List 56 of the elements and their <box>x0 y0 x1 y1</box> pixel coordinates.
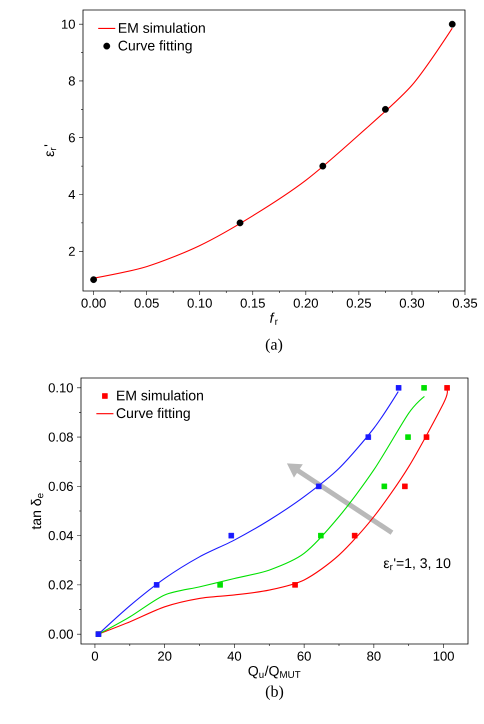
point <box>217 582 223 588</box>
y-tick-label: 2 <box>68 246 75 256</box>
x-tick-label: 0.00 <box>81 298 106 308</box>
y-axis-title: ε$_{r}$' <box>44 144 56 156</box>
legend-label: EM simulation <box>118 22 205 33</box>
point <box>365 434 372 440</box>
point <box>448 20 456 28</box>
x-tick-label: 0 <box>92 652 98 661</box>
text: (a) <box>266 338 282 354</box>
point <box>352 532 358 538</box>
legend-label: EM simulation <box>117 390 203 400</box>
point <box>396 385 402 391</box>
y-tick-label: 4 <box>68 190 76 199</box>
x-tick-label: 0.30 <box>400 298 424 308</box>
point <box>382 106 389 113</box>
point <box>292 582 298 588</box>
x-tick-label: 20 <box>158 652 172 661</box>
point <box>90 276 98 284</box>
x-tick-label: 0.05 <box>134 298 159 308</box>
point <box>319 162 326 170</box>
x-tick-label: 100 <box>434 652 454 661</box>
point <box>405 434 411 440</box>
legend-label: Curve fitting <box>116 408 190 421</box>
y-tick-label: 0.10 <box>48 383 73 392</box>
point <box>316 484 322 490</box>
y-tick-label: 10 <box>62 20 75 29</box>
y-tick-label: 0.08 <box>48 432 73 442</box>
annotation: ε$_{r}$'=1, 3, 10 <box>384 558 450 570</box>
point <box>154 582 160 588</box>
point <box>318 532 324 538</box>
y-tick-label: 0.06 <box>48 482 73 491</box>
y-tick-label: 8 <box>68 76 75 86</box>
x-tick-label: 60 <box>298 652 311 661</box>
y-tick-label: 6 <box>68 133 75 142</box>
x-tick-label: 0.10 <box>188 298 212 308</box>
point <box>444 385 450 391</box>
y-axis-title: tan δ$_{e}$ <box>30 493 44 530</box>
x-axis-title: f$_{r}$ <box>270 312 278 325</box>
point <box>402 484 408 490</box>
point <box>228 532 234 538</box>
x-tick-label: 80 <box>367 652 381 661</box>
point <box>421 385 427 391</box>
y-tick-label: 0.00 <box>48 630 73 639</box>
x-tick-label: 40 <box>227 652 242 661</box>
x-tick-label: 0.25 <box>346 298 371 308</box>
text: (b) <box>266 686 284 700</box>
x-tick-label: 0.15 <box>240 298 265 308</box>
x-axis-title: Q$_{u}$/Q$_{MUT}$ <box>248 666 300 678</box>
y-tick-label: 0.02 <box>48 580 73 590</box>
y-tick-label: 0.04 <box>48 531 74 540</box>
x-tick-label: 0.35 <box>452 298 478 308</box>
x-tick-label: 0.20 <box>294 298 318 308</box>
point <box>382 484 388 490</box>
point <box>424 434 430 440</box>
point <box>236 219 244 226</box>
legend-label: Curve fitting <box>118 40 192 54</box>
